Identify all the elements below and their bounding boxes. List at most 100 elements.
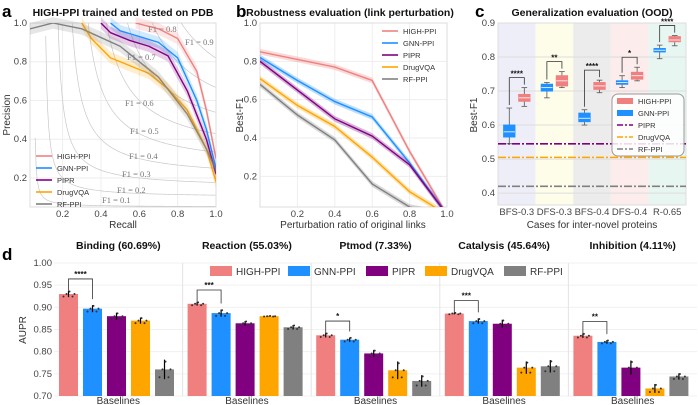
- panel-b-ytick: 0.8: [244, 56, 257, 67]
- significance-label: ***: [204, 281, 214, 290]
- panel-d-legend-label: DrugVQA: [451, 267, 494, 278]
- significance-label: **: [551, 54, 558, 63]
- replicate-dot: [402, 369, 405, 372]
- iso-f1-label: F1 = 0.1: [102, 195, 131, 205]
- panel-c-legend-swatch: [617, 110, 633, 116]
- group-xlabel: Baselines: [354, 396, 397, 405]
- replicate-dot: [272, 315, 275, 318]
- replicate-dot: [242, 322, 245, 325]
- panel-d-ytick: 0.85: [34, 325, 53, 336]
- replicate-dot: [475, 320, 478, 323]
- panel-c-ytick: 0.9: [482, 18, 495, 29]
- panel-c-xtick: BFS-0.4: [575, 207, 610, 218]
- replicate-dot: [651, 387, 654, 390]
- replicate-dot: [110, 318, 113, 321]
- panel-d-ytick: 0.90: [34, 302, 53, 313]
- replicate-dot: [95, 310, 98, 313]
- box-GNN-PPI: [578, 112, 591, 123]
- bar-HIGH-PPI: [316, 335, 336, 396]
- panel-c-ytick: 0.8: [482, 52, 495, 63]
- replicate-dot: [600, 342, 603, 345]
- panel-label-c: c: [475, 2, 484, 21]
- replicate-dot: [606, 339, 609, 342]
- bar-PIPR: [492, 323, 512, 396]
- panel-a-xtick: 1.0: [209, 209, 222, 220]
- band-PIPR: [260, 58, 444, 207]
- panel-c-xtick: R-0.65: [653, 207, 682, 218]
- replicate-dot: [191, 304, 194, 307]
- category-background: [535, 23, 574, 205]
- panel-b-ylabel: Best-F1: [235, 97, 246, 132]
- bar-DrugVQA: [131, 320, 150, 396]
- replicate-dot: [426, 379, 429, 382]
- replicate-dot: [322, 334, 325, 337]
- replicate-dot: [119, 318, 122, 321]
- significance-bracket: [508, 77, 525, 106]
- pr-curve-PIPR: [100, 23, 216, 175]
- replicate-dot: [635, 366, 638, 369]
- replicate-dot: [354, 338, 357, 341]
- replicate-dot: [544, 370, 547, 373]
- panel-c-legend-box: [611, 93, 685, 157]
- replicate-dot: [683, 375, 686, 378]
- replicate-dot: [454, 311, 457, 314]
- panel-label-b: b: [236, 2, 246, 21]
- panel-c-ylabel: Best-F1: [469, 97, 480, 132]
- replicate-dot: [239, 324, 242, 327]
- replicate-dot: [657, 391, 660, 394]
- replicate-dot: [603, 340, 606, 343]
- replicate-dot: [459, 312, 462, 315]
- panel-a-xtick: 0.4: [94, 209, 107, 220]
- replicate-dot: [328, 336, 331, 339]
- replicate-dot: [675, 375, 678, 378]
- replicate-dot: [367, 355, 370, 358]
- bar-PIPR: [621, 367, 641, 396]
- replicate-dot: [62, 295, 65, 298]
- replicate-dot: [197, 301, 200, 304]
- bar-GNN-PPI: [468, 321, 488, 396]
- significance-label: ****: [74, 270, 87, 279]
- replicate-dot: [394, 369, 397, 372]
- group-title: Ptmod (7.33%): [339, 240, 411, 252]
- replicate-dot: [73, 293, 76, 296]
- panel-d-ytick: 0.70: [34, 391, 53, 402]
- replicate-dot: [352, 340, 355, 343]
- panel-c-legend-label: DrugVQA: [638, 133, 670, 142]
- group-title: Binding (60.69%): [76, 240, 161, 252]
- replicate-dot: [376, 355, 379, 358]
- panel-b-legend-label: PIPR: [403, 51, 421, 60]
- pr-band-RF-PPI: [30, 17, 216, 177]
- panel-d-legend-label: PIPR: [392, 267, 415, 278]
- bar-HIGH-PPI: [59, 294, 78, 396]
- significance-label: *: [628, 49, 632, 58]
- panel-a-legend-label: DrugVQA: [57, 188, 89, 197]
- replicate-dot: [370, 352, 373, 355]
- replicate-dot: [373, 349, 376, 352]
- replicate-dot: [200, 304, 203, 307]
- line-HIGH-PPI: [260, 51, 444, 207]
- panel-c-legend-label: RF-PPI: [638, 145, 663, 154]
- replicate-dot: [648, 391, 651, 394]
- replicate-dot: [194, 302, 197, 305]
- panel-a-xtick: 0.8: [171, 209, 184, 220]
- replicate-dot: [269, 314, 272, 317]
- replicate-dot: [226, 312, 229, 315]
- replicate-dot: [68, 290, 71, 293]
- box-GNN-PPI: [503, 124, 516, 138]
- panel-a-ytick: 1.0: [14, 18, 27, 29]
- panel-c-title: Generalization evaluation (OOD): [511, 7, 672, 19]
- iso-f1-curve: [34, 137, 216, 207]
- panel-b-xtick: 0.2: [291, 209, 304, 220]
- panel-c-legend-label: HIGH-PPI: [638, 97, 671, 106]
- replicate-dot: [505, 325, 508, 328]
- replicate-dot: [499, 322, 502, 325]
- panel-d-ylabel: AUPR: [18, 316, 29, 344]
- replicate-dot: [378, 352, 381, 355]
- bar-HIGH-PPI: [187, 303, 207, 396]
- group-xlabel: Baselines: [611, 396, 654, 405]
- panel-a-ytick: 0.2: [14, 173, 27, 184]
- replicate-dot: [202, 302, 205, 305]
- replicate-dot: [274, 315, 277, 318]
- bar-HIGH-PPI: [573, 335, 593, 396]
